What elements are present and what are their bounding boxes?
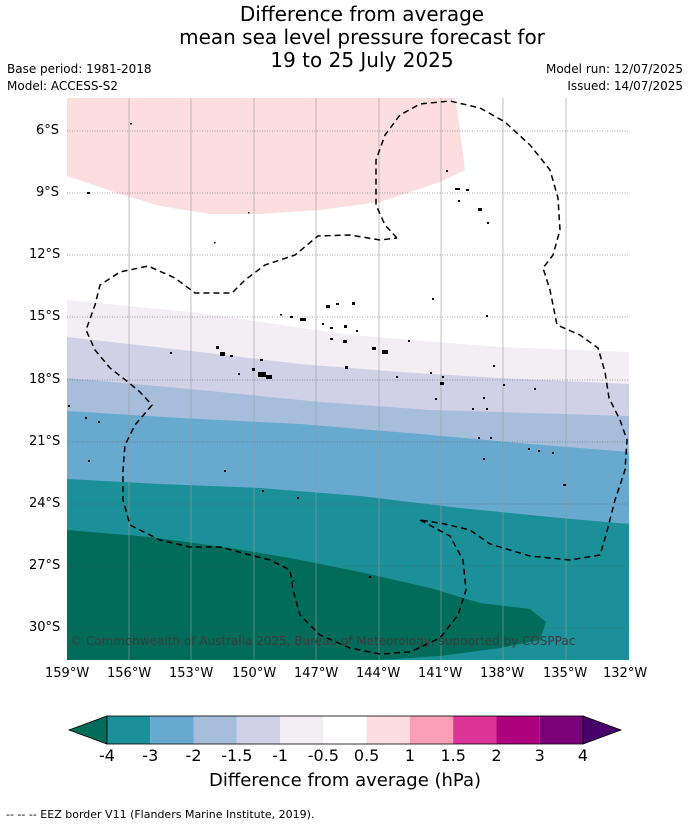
colorbar-tick-label: -3: [142, 746, 159, 765]
meridians: [128, 98, 567, 660]
colorbar-swatch: [150, 716, 194, 744]
colorbar-tick-label: -4: [99, 746, 115, 765]
lat-label: 24°S: [29, 496, 61, 511]
base-period: Base period: 1981-2018: [7, 62, 152, 76]
lon-label: 138°W: [480, 666, 525, 681]
band-positive-0-5-1: [67, 98, 465, 214]
lat-label: 21°S: [29, 434, 61, 449]
gridlines: [67, 130, 629, 629]
colorbar-swatch: [280, 716, 324, 744]
eez-borders: [85, 100, 628, 655]
colorbar-swatch: [453, 716, 497, 744]
colorbar: [67, 715, 623, 745]
colorbar-tick-label: 3: [534, 746, 545, 765]
islands: [68, 123, 566, 582]
lat-label: 27°S: [29, 558, 61, 573]
model-run: Model run: 12/07/2025: [545, 62, 683, 76]
lat-label: 9°S: [36, 185, 60, 200]
eez-legend-note: -- -- -- EEZ border V11 (Flanders Marine…: [6, 808, 315, 821]
lon-label: 150°W: [232, 666, 277, 681]
lat-label: 6°S: [36, 123, 60, 138]
lon-label: 159°W: [45, 666, 90, 681]
colorbar-tick-label: 4: [577, 746, 589, 765]
lon-label: 141°W: [418, 666, 463, 681]
colorbar-swatch: [366, 716, 410, 744]
issued-date: Issued: 14/07/2025: [567, 79, 683, 93]
lat-label: 30°S: [29, 620, 61, 635]
colorbar-tick-label: 0.5: [353, 746, 380, 765]
colorbar-tick-label: -1.5: [221, 746, 253, 765]
lon-label: 156°W: [107, 666, 152, 681]
lon-label: 153°W: [169, 666, 214, 681]
lon-label: 135°W: [543, 666, 588, 681]
colorbar-swatch: [496, 716, 540, 744]
lat-label: 18°S: [29, 372, 61, 387]
title-line-3: 19 to 25 July 2025: [270, 48, 454, 72]
colorbar-swatch: [409, 716, 454, 744]
colorbar-tick-label: 1: [404, 746, 415, 765]
colorbar-tick-label: -0.5: [307, 746, 339, 765]
colorbar-under-arrow: [67, 715, 108, 745]
copyright-notice: © Commonwealth of Australia 2025, Bureau…: [70, 634, 576, 648]
lon-label: 132°W: [603, 666, 648, 681]
lon-label: 147°W: [294, 666, 339, 681]
colorbar-tick-label: -2: [185, 746, 202, 765]
colorbar-swatch: [236, 716, 281, 744]
colorbar-frame: [106, 715, 584, 745]
title-line-2: mean sea level pressure forecast for: [179, 25, 545, 49]
colorbar-title: Difference from average (hPa): [208, 770, 482, 791]
colorbar-tick-label: 1.5: [440, 746, 466, 765]
band-neg-lt-4: [67, 530, 546, 660]
colorbar-swatch: [323, 716, 367, 744]
colorbar-swatch: [107, 716, 151, 744]
title-line-1: Difference from average: [239, 2, 485, 26]
colorbar-tick-label: 2: [491, 746, 502, 765]
lat-label: 12°S: [29, 247, 61, 262]
colorbar-swatch: [539, 716, 583, 744]
lat-label: 15°S: [29, 309, 61, 324]
colorbar-swatch: [193, 716, 237, 744]
colorbar-over-arrow: [582, 715, 623, 745]
colorbar-tick-label: -1: [272, 746, 289, 765]
lon-label: 144°W: [356, 666, 401, 681]
model-name: Model: ACCESS-S2: [7, 79, 119, 93]
